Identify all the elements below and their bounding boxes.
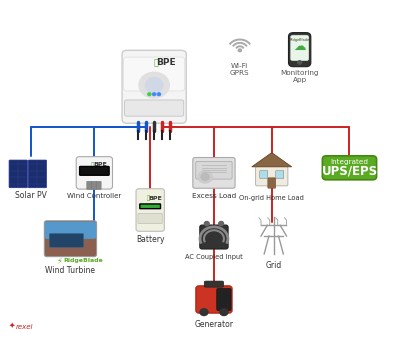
Text: BPE: BPE: [156, 58, 176, 67]
FancyBboxPatch shape: [204, 281, 224, 287]
FancyBboxPatch shape: [136, 189, 164, 231]
Text: RidgeBlade: RidgeBlade: [290, 38, 310, 41]
FancyBboxPatch shape: [92, 181, 96, 190]
FancyBboxPatch shape: [96, 181, 101, 190]
FancyBboxPatch shape: [80, 166, 109, 175]
FancyBboxPatch shape: [124, 57, 185, 91]
Circle shape: [219, 221, 224, 225]
Text: Excess Load: Excess Load: [192, 193, 236, 199]
Text: 🐾: 🐾: [154, 58, 159, 67]
FancyBboxPatch shape: [122, 50, 186, 123]
FancyBboxPatch shape: [140, 204, 160, 209]
Text: Integrated: Integrated: [330, 159, 368, 165]
FancyBboxPatch shape: [256, 167, 288, 186]
Circle shape: [152, 93, 156, 96]
Text: Monitoring
App: Monitoring App: [280, 70, 319, 83]
FancyBboxPatch shape: [138, 213, 162, 224]
Text: Battery: Battery: [136, 235, 164, 244]
Circle shape: [200, 309, 208, 316]
Text: BPE: BPE: [148, 196, 162, 201]
FancyBboxPatch shape: [196, 161, 232, 179]
Text: Grid: Grid: [266, 261, 282, 270]
FancyBboxPatch shape: [87, 181, 92, 190]
FancyBboxPatch shape: [260, 171, 268, 179]
Text: Generator: Generator: [194, 320, 234, 329]
FancyBboxPatch shape: [28, 160, 46, 188]
Text: 🐾: 🐾: [146, 195, 150, 201]
Text: BPE: BPE: [93, 162, 107, 167]
Text: Wind Turbine: Wind Turbine: [46, 266, 96, 275]
Text: ✦: ✦: [9, 321, 15, 330]
Text: ☁: ☁: [294, 40, 306, 53]
FancyBboxPatch shape: [217, 288, 231, 311]
FancyBboxPatch shape: [290, 35, 309, 61]
Circle shape: [157, 93, 160, 96]
FancyBboxPatch shape: [9, 160, 28, 188]
Text: Wi-Fi
GPRS: Wi-Fi GPRS: [230, 63, 250, 76]
Circle shape: [220, 309, 228, 316]
Text: rexel: rexel: [16, 324, 33, 330]
Text: On-grid Home Load: On-grid Home Load: [239, 195, 304, 201]
Circle shape: [298, 61, 302, 64]
Circle shape: [201, 174, 209, 180]
Circle shape: [139, 72, 169, 98]
Text: 🐾: 🐾: [91, 162, 94, 167]
FancyBboxPatch shape: [288, 33, 311, 67]
Text: UPS/EPS: UPS/EPS: [322, 165, 378, 178]
Text: ⚡: ⚡: [56, 256, 62, 265]
FancyBboxPatch shape: [322, 156, 376, 180]
FancyBboxPatch shape: [124, 100, 184, 116]
Polygon shape: [252, 153, 292, 167]
Text: Solar PV: Solar PV: [16, 192, 47, 200]
Text: AC Coupled Input: AC Coupled Input: [185, 254, 243, 260]
FancyBboxPatch shape: [49, 234, 84, 247]
FancyBboxPatch shape: [76, 157, 112, 189]
FancyBboxPatch shape: [44, 221, 96, 257]
Circle shape: [238, 49, 242, 52]
Circle shape: [148, 93, 151, 96]
FancyBboxPatch shape: [193, 158, 235, 188]
Circle shape: [204, 221, 209, 225]
Circle shape: [198, 171, 212, 183]
FancyBboxPatch shape: [200, 225, 228, 249]
Circle shape: [145, 78, 163, 93]
FancyBboxPatch shape: [45, 222, 96, 239]
FancyBboxPatch shape: [196, 286, 232, 313]
Text: RidgeBlade: RidgeBlade: [63, 258, 103, 263]
FancyBboxPatch shape: [276, 171, 284, 179]
Text: Wind Controller: Wind Controller: [67, 193, 122, 199]
FancyBboxPatch shape: [268, 178, 276, 188]
